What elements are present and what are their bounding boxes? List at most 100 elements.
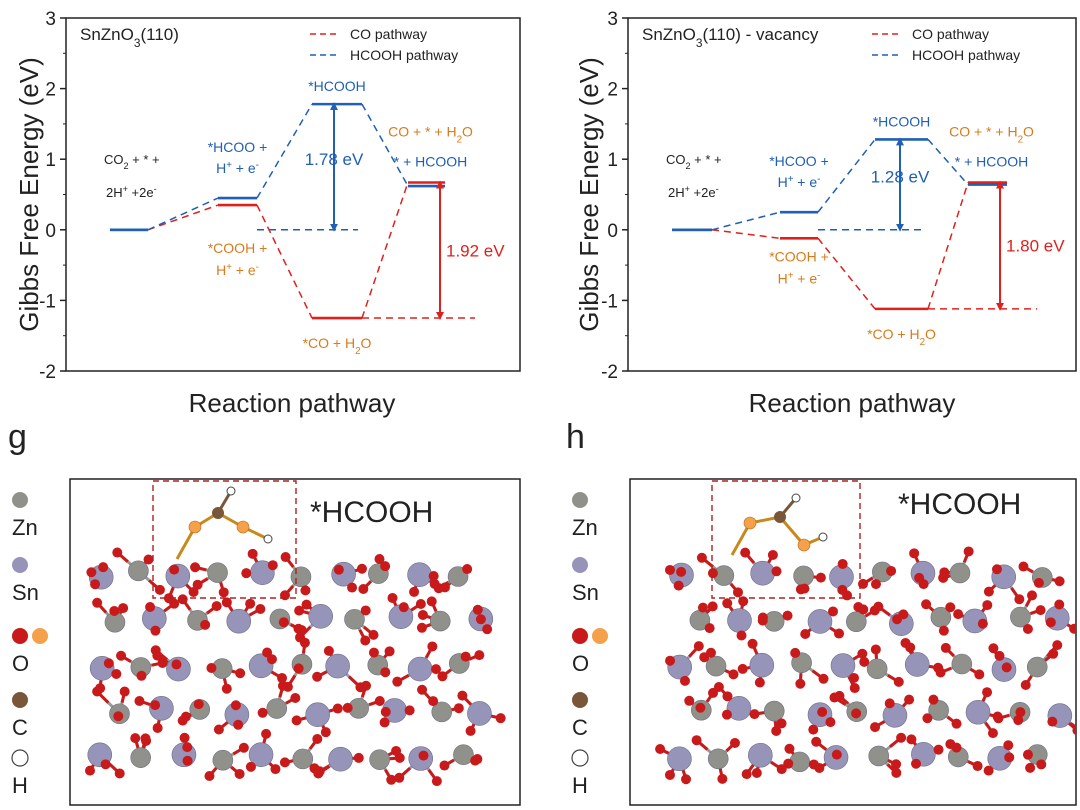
atom-o — [749, 709, 760, 720]
atom-o — [728, 669, 739, 680]
atom-o — [676, 566, 687, 577]
atom-o — [707, 601, 718, 612]
atom-o — [333, 564, 344, 575]
connector-hcooh-0 — [711, 211, 781, 231]
atom-o — [940, 642, 951, 653]
label-hcoo-1: *HCOO + — [769, 153, 829, 169]
legend-label-co: CO pathway — [350, 26, 427, 42]
label-final-co: CO + * + H2O — [388, 123, 473, 145]
atom-sn — [727, 608, 752, 633]
atom-o — [417, 609, 428, 620]
atom-o — [380, 667, 391, 678]
atom-sn — [407, 562, 432, 587]
atom-o — [143, 554, 154, 565]
atom-o — [169, 564, 180, 575]
atom-o — [736, 630, 747, 641]
atom-o — [945, 602, 956, 613]
atom-o — [896, 732, 907, 743]
atom-o — [320, 727, 331, 738]
atom-o — [891, 759, 902, 770]
atom-o — [818, 673, 829, 684]
atom-o — [394, 772, 405, 783]
atom-o — [384, 646, 395, 657]
y-tick-label: 0 — [45, 221, 56, 242]
atom-o — [245, 598, 256, 609]
atom-o — [460, 651, 471, 662]
atom-o — [681, 774, 692, 785]
atom-o — [465, 725, 476, 736]
barrier-value-co: 1.80 eV — [1006, 237, 1065, 256]
atom-o — [982, 687, 993, 698]
atom-o — [136, 670, 147, 681]
atom-o — [1072, 725, 1076, 736]
label-cooh-2: H+ + e- — [216, 261, 259, 278]
atom-o — [140, 733, 151, 744]
atom-o — [152, 650, 163, 661]
atom-sn — [807, 609, 833, 634]
highlight-box — [711, 480, 861, 599]
atom-o — [848, 672, 859, 683]
atom-c — [212, 507, 224, 519]
atom-o — [1020, 679, 1031, 690]
atom-o — [1013, 715, 1024, 726]
atom-zn — [128, 560, 149, 582]
atom-o — [114, 768, 125, 779]
atom-o — [849, 683, 860, 694]
atom-o — [277, 680, 288, 691]
legend-label-hcooh: HCOOH pathway — [350, 47, 458, 63]
atom-zn — [369, 749, 390, 770]
structure-panel-h: *HCOOH — [629, 478, 1077, 806]
atom-o — [118, 603, 129, 614]
atom-o — [825, 717, 836, 728]
panel-letter-h: h — [566, 418, 585, 456]
atom-swatch-h — [11, 749, 29, 767]
atom-o — [914, 572, 925, 583]
atom-o — [301, 599, 312, 610]
atom-o — [332, 703, 343, 714]
atom-swatch-sn — [572, 557, 588, 573]
atom-label-o: O — [12, 651, 29, 676]
label-cooh-2: H+ + e- — [778, 270, 821, 287]
atom-o — [873, 601, 884, 612]
atom-o — [230, 700, 241, 711]
atom-o — [963, 546, 974, 557]
atom-zn — [290, 566, 312, 588]
atom-o — [732, 587, 743, 598]
atom-o — [767, 549, 778, 560]
atom-o — [157, 657, 168, 668]
y-axis-label: Gibbs Free Energy (eV) — [574, 57, 604, 332]
atom-o — [278, 617, 289, 628]
atom-o — [994, 650, 1005, 661]
connector-hcooh-0 — [147, 197, 219, 231]
atom-o — [664, 769, 675, 780]
y-tick-label: 2 — [607, 80, 618, 101]
atom-o — [904, 694, 915, 705]
atom-o — [829, 692, 840, 703]
connector-co-0 — [711, 229, 781, 240]
x-axis-label: Reaction pathway — [189, 388, 396, 418]
atom-o — [738, 596, 749, 607]
atom-o — [834, 628, 845, 639]
y-tick-label: 3 — [45, 9, 56, 30]
atom-o — [134, 696, 145, 707]
atom-o — [655, 744, 666, 755]
atom-o — [218, 587, 229, 598]
atom-h — [226, 486, 236, 496]
atom-o — [353, 752, 364, 763]
atom-swatch-zn — [572, 492, 588, 508]
atom-o — [299, 637, 310, 648]
atom-o — [811, 736, 822, 747]
atom-o — [92, 686, 103, 697]
atom-o — [179, 732, 190, 743]
y-tick-label: -2 — [39, 362, 56, 383]
atom-o — [313, 768, 324, 779]
atom-label-sn: Sn — [572, 580, 599, 605]
atom-o — [213, 724, 224, 735]
atom-o — [740, 547, 751, 558]
atom-o — [922, 713, 933, 724]
atom-o — [204, 770, 215, 781]
atom-swatch-o — [572, 628, 588, 644]
atom-o — [221, 597, 232, 608]
atom-o — [696, 552, 707, 563]
atom-o — [190, 562, 201, 573]
